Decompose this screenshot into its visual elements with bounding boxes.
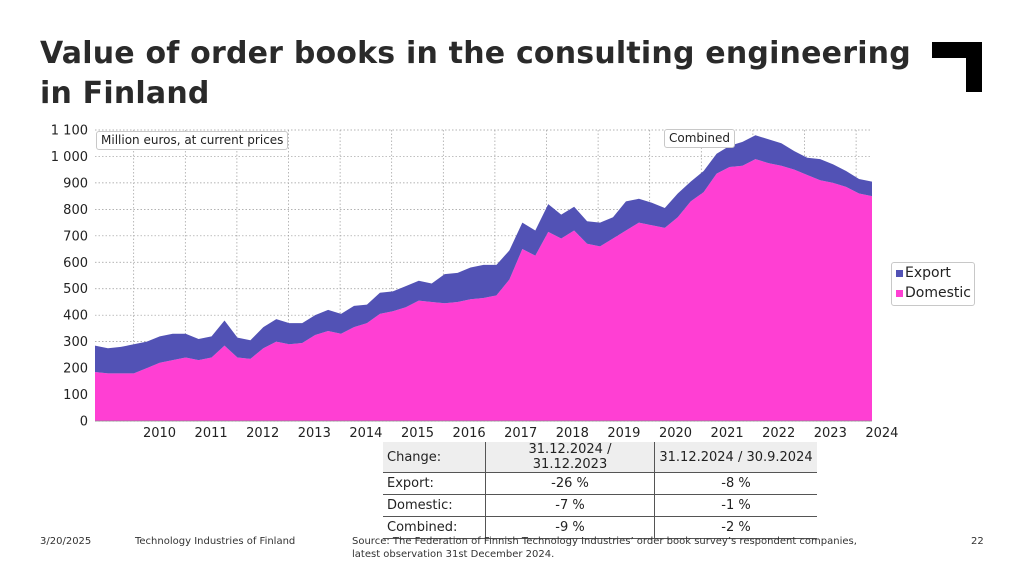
x-tick-label: 2023	[814, 426, 847, 440]
legend-label-export: Export	[905, 265, 951, 281]
slide-title: Value of order books in the consulting e…	[40, 36, 911, 111]
x-tick-label: 2019	[607, 426, 640, 440]
y-tick-label: 0	[80, 415, 88, 430]
change-row-label: Combined:	[383, 516, 486, 539]
y-tick-label: 600	[63, 256, 88, 271]
chart-axes: 0 100 200 300 400 500 600 700 800 900 1 000 1 100 20…	[51, 124, 899, 441]
x-tick-label: 2020	[659, 426, 692, 440]
y-tick-label: 300	[63, 335, 88, 350]
footer-source: Source: The Federation of Finnish Techno…	[352, 536, 857, 560]
area-series-export	[95, 135, 872, 374]
footer-page-number: 22	[971, 536, 984, 547]
y-tick-label: 200	[63, 362, 88, 377]
change-row-label: Domestic:	[383, 494, 486, 517]
change-table: Change: 31.12.2024 / 31.12.2023 31.12.20…	[383, 442, 817, 539]
y-tick-label: 1 000	[51, 150, 88, 165]
change-header-label: Change:	[383, 442, 486, 473]
y-tick-label: 700	[63, 229, 88, 244]
y-tick-label: 800	[63, 203, 88, 218]
chart-legend: Export Domestic	[891, 262, 975, 306]
change-value-qoq: -2 %	[654, 516, 817, 539]
x-tick-label: 2014	[349, 426, 382, 440]
x-tick-label: 2013	[298, 426, 331, 440]
change-value-yoy: -9 %	[485, 516, 655, 539]
y-tick-label: 1 100	[51, 124, 88, 139]
brand-logo-icon	[932, 42, 982, 92]
footer-date: 3/20/2025	[40, 536, 92, 547]
x-tick-label: 2015	[401, 426, 434, 440]
change-header-qoq: 31.12.2024 / 30.9.2024	[654, 442, 817, 473]
change-row-domestic: Domestic: -7 % -1 %	[383, 494, 817, 517]
change-value-yoy: -7 %	[485, 494, 655, 517]
change-row-combined: Combined: -9 % -2 %	[383, 516, 817, 539]
x-tick-label: 2010	[143, 426, 176, 440]
x-tick-label: 2012	[246, 426, 279, 440]
x-tick-label: 2022	[762, 426, 795, 440]
area-series-domestic	[95, 159, 872, 421]
change-table-header: Change: 31.12.2024 / 31.12.2023 31.12.20…	[383, 442, 817, 473]
x-tick-label: 2017	[504, 426, 537, 440]
area-chart: 0 100 200 300 400 500 600 700 800 900 1 000 1 100 20…	[51, 124, 899, 441]
change-value-qoq: -1 %	[654, 494, 817, 517]
x-tick-label: 2021	[711, 426, 744, 440]
footer-organization: Technology Industries of Finland	[135, 536, 296, 547]
x-tick-label: 2018	[556, 426, 589, 440]
y-tick-label: 100	[63, 388, 88, 403]
chart-areas	[95, 135, 872, 421]
chart-combined-label: Combined	[664, 129, 735, 148]
x-tick-label: 2016	[453, 426, 486, 440]
change-row-export: Export: -26 % -8 %	[383, 472, 817, 495]
legend-swatch-export	[896, 269, 903, 277]
y-tick-label: 500	[63, 282, 88, 297]
legend-item-export: Export	[892, 263, 974, 283]
legend-item-domestic: Domestic	[892, 283, 974, 303]
x-tick-label: 2011	[195, 426, 228, 440]
chart-unit-note: Million euros, at current prices	[96, 131, 289, 150]
x-tick-label: 2024	[865, 426, 898, 440]
change-row-label: Export:	[383, 472, 486, 495]
legend-swatch-domestic	[896, 289, 903, 297]
change-value-yoy: -26 %	[485, 472, 655, 495]
y-tick-label: 400	[63, 309, 88, 324]
legend-label-domestic: Domestic	[905, 285, 971, 301]
y-tick-label: 900	[63, 176, 88, 191]
change-value-qoq: -8 %	[654, 472, 817, 495]
change-header-yoy: 31.12.2024 / 31.12.2023	[485, 442, 655, 473]
